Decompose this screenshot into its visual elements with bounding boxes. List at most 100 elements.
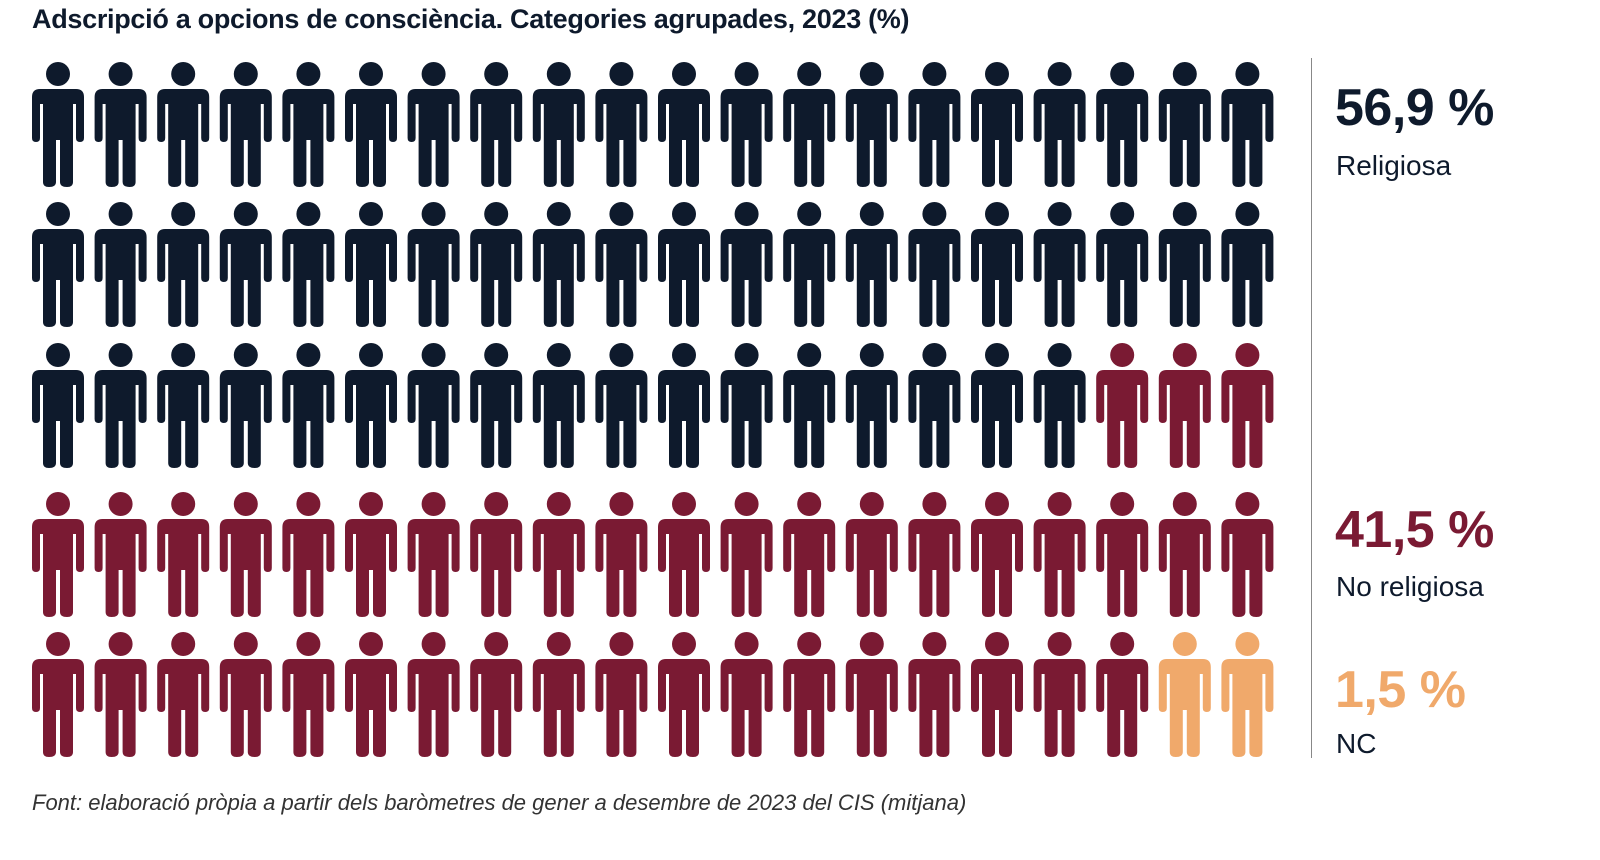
person-icon-religiosa (470, 62, 523, 187)
person-icon-religiosa (658, 343, 710, 468)
person-icon-religiosa (282, 62, 335, 187)
person-icon-religiosa (971, 62, 1023, 187)
person-icon-religiosa (32, 62, 84, 187)
person-icon-no-religiosa (282, 492, 335, 617)
person-icon-no-religiosa (407, 492, 460, 617)
value-label-religiosa: 56,9 % (1335, 79, 1494, 137)
person-icon-no-religiosa (345, 632, 397, 757)
person-icon-religiosa (282, 202, 335, 327)
person-icon-no-religiosa (1033, 492, 1086, 617)
person-icon-no-religiosa (1158, 343, 1211, 468)
person-icon-nc (1158, 632, 1211, 757)
source-note: Font: elaboració pròpia a partir dels ba… (32, 790, 967, 815)
person-icon-religiosa (595, 62, 648, 187)
person-icon-religiosa (532, 62, 585, 187)
person-icon-religiosa (1096, 62, 1149, 187)
person-icon-no-religiosa (783, 492, 836, 617)
person-icon-religiosa (157, 202, 210, 327)
person-icon-religiosa (1033, 62, 1086, 187)
person-icon-religiosa (971, 343, 1023, 468)
person-icon-no-religiosa (94, 632, 147, 757)
person-icon-no-religiosa (94, 492, 147, 617)
person-icon-religiosa (282, 343, 335, 468)
person-icon-no-religiosa (407, 632, 460, 757)
person-icon-religiosa (595, 202, 648, 327)
person-icon-no-religiosa (1033, 632, 1086, 757)
person-icon-religiosa (94, 343, 147, 468)
person-icon-religiosa (845, 202, 898, 327)
person-icon-no-religiosa (32, 632, 84, 757)
person-icon-no-religiosa (470, 632, 523, 757)
pictogram-grid (32, 62, 1274, 757)
chart-title: Adscripció a opcions de consciència. Cat… (32, 4, 910, 34)
person-icon-religiosa (345, 62, 397, 187)
category-label-no-religiosa: No religiosa (1336, 571, 1484, 602)
person-icon-religiosa (720, 202, 773, 327)
person-icon-no-religiosa (219, 632, 272, 757)
person-icon-religiosa (908, 343, 961, 468)
category-label-nc: NC (1336, 728, 1377, 759)
person-icon-religiosa (1158, 62, 1211, 187)
person-icon-no-religiosa (658, 492, 710, 617)
person-icon-no-religiosa (470, 492, 523, 617)
person-icon-religiosa (157, 343, 210, 468)
person-icon-no-religiosa (595, 492, 648, 617)
person-icon-religiosa (1221, 62, 1274, 187)
person-icon-no-religiosa (908, 492, 961, 617)
person-icon-religiosa (720, 343, 773, 468)
person-icon-religiosa (908, 202, 961, 327)
person-icon-no-religiosa (157, 632, 210, 757)
person-icon-religiosa (157, 62, 210, 187)
value-label-no-religiosa: 41,5 % (1335, 501, 1494, 559)
person-icon-no-religiosa (1221, 492, 1274, 617)
person-icon-no-religiosa (157, 492, 210, 617)
person-icon-no-religiosa (532, 492, 585, 617)
person-icon-no-religiosa (282, 632, 335, 757)
person-icon-religiosa (971, 202, 1023, 327)
person-icon-no-religiosa (595, 632, 648, 757)
person-icon-religiosa (470, 343, 523, 468)
person-icon-nc (1221, 632, 1274, 757)
person-icon-no-religiosa (1096, 492, 1149, 617)
person-icon-religiosa (783, 202, 836, 327)
person-icon-religiosa (1158, 202, 1211, 327)
person-icon-religiosa (345, 343, 397, 468)
person-icon-no-religiosa (532, 632, 585, 757)
person-icon-no-religiosa (783, 632, 836, 757)
person-icon-no-religiosa (845, 492, 898, 617)
person-icon-religiosa (783, 343, 836, 468)
person-icon-no-religiosa (720, 492, 773, 617)
person-icon-no-religiosa (658, 632, 710, 757)
person-icon-religiosa (658, 202, 710, 327)
person-icon-no-religiosa (908, 632, 961, 757)
person-icon-religiosa (94, 62, 147, 187)
person-icon-religiosa (219, 343, 272, 468)
person-icon-no-religiosa (845, 632, 898, 757)
person-icon-religiosa (845, 343, 898, 468)
person-icon-religiosa (658, 62, 710, 187)
person-icon-religiosa (407, 62, 460, 187)
person-icon-religiosa (407, 343, 460, 468)
person-icon-religiosa (1096, 202, 1149, 327)
person-icon-no-religiosa (1096, 343, 1149, 468)
person-icon-religiosa (470, 202, 523, 327)
person-icon-no-religiosa (32, 492, 84, 617)
person-icon-religiosa (720, 62, 773, 187)
value-label-nc: 1,5 % (1335, 661, 1466, 719)
person-icon-religiosa (345, 202, 397, 327)
person-icon-religiosa (908, 62, 961, 187)
person-icon-religiosa (532, 202, 585, 327)
person-icon-religiosa (1221, 202, 1274, 327)
person-icon-no-religiosa (1221, 343, 1274, 468)
person-icon-religiosa (32, 202, 84, 327)
person-icon-no-religiosa (345, 492, 397, 617)
person-icon-religiosa (532, 343, 585, 468)
person-icon-religiosa (1033, 343, 1086, 468)
person-icon-religiosa (219, 62, 272, 187)
person-icon-religiosa (783, 62, 836, 187)
person-icon-religiosa (407, 202, 460, 327)
person-icon-no-religiosa (219, 492, 272, 617)
person-icon-religiosa (595, 343, 648, 468)
category-label-religiosa: Religiosa (1336, 150, 1452, 181)
person-icon-religiosa (1033, 202, 1086, 327)
